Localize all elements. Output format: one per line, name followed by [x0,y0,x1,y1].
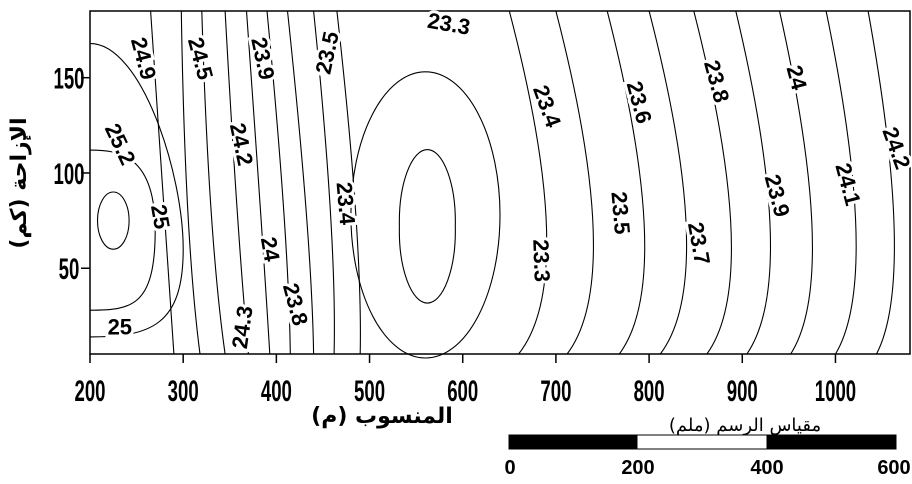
svg-text:23.6: 23.6 [622,78,657,126]
svg-text:24.2: 24.2 [877,124,912,173]
contour-label-22: 23.8 [275,277,316,331]
contour-line-0 [96,191,130,250]
contour-line-20 [778,10,813,355]
contour-label-7: 23.4 [525,79,569,135]
scale-bar-segment-1 [508,434,638,450]
svg-text:24.1: 24.1 [830,160,865,208]
svg-text:23.5: 23.5 [606,191,635,236]
x-axis: 200 300 400 500 600 700 800 900 1000 [74,354,856,408]
contour-label-2: 24.5 [180,32,221,86]
contour-line-19 [735,10,771,355]
contour-label-20: 25 [105,311,135,342]
contour-line-13 [350,71,501,359]
y-tick-label-50: 50 [59,253,80,287]
contour-label-11: 24.2 [874,121,912,176]
contour-line-7 [245,10,271,355]
contour-label-8: 23.6 [619,75,660,129]
svg-text:24.2: 24.2 [225,121,258,168]
contour-line-3 [150,10,175,355]
contour-label-15: 23.5 [603,188,638,239]
scale-bar-caption: مقياس الرسم (ملم) [669,415,821,436]
contour-line-4 [180,10,201,355]
contour-line-11 [336,10,361,355]
scale-bar-tick-400: 400 [750,457,783,479]
x-tick-label-400: 400 [261,375,292,409]
y-axis-title: الإزاحة (كم) [7,117,32,248]
scale-bar-tick-0: 0 [504,457,515,479]
contour-label-9: 23.8 [696,54,737,108]
contour-line-14 [508,10,548,355]
scale-bar: مقياس الرسم (ملم) 0 200 400 600 [504,415,910,479]
contour-line-10 [313,10,335,355]
svg-text:23.5: 23.5 [310,29,343,76]
contour-label-1: 24.9 [123,32,164,86]
contour-line-22 [867,10,895,355]
contour-line-17 [648,10,688,355]
scale-bar-tick-200: 200 [621,457,654,479]
contour-line-12 [398,149,456,304]
x-tick-label-700: 700 [540,375,571,409]
svg-text:24.9: 24.9 [126,35,161,83]
plot-frame [89,10,911,355]
contour-line-6 [224,10,249,355]
svg-text:24.5: 24.5 [183,35,218,83]
contour-lines [89,10,895,359]
svg-text:24: 24 [782,63,813,94]
x-tick-label-300: 300 [168,375,199,409]
contour-line-21 [825,10,857,355]
x-tick-label-200: 200 [74,375,105,409]
svg-text:23.3: 23.3 [426,8,473,40]
svg-text:25: 25 [146,202,175,230]
contour-label-10: 24 [779,60,816,97]
x-axis-title: المنسوب (م) [311,404,453,429]
contour-label-0: 23.3 [423,5,476,43]
svg-text:23.7: 23.7 [683,220,715,267]
svg-text:23.4: 23.4 [331,181,360,227]
contour-label-18: 25 [143,199,178,233]
contour-label-5: 25.2 [97,116,144,171]
svg-text:24: 24 [256,235,285,264]
x-tick-label-900: 900 [727,375,758,409]
contour-line-16 [606,10,646,355]
x-tick-label-500: 500 [354,375,385,409]
svg-text:23.3: 23.3 [528,239,554,283]
contour-line-9 [286,10,315,355]
contour-line-1 [89,149,156,311]
y-axis: 50 100 150 [53,62,90,286]
x-tick-label-1000: 1000 [815,375,856,409]
contour-label-16: 23.7 [680,217,718,270]
svg-text:23.8: 23.8 [278,280,313,328]
y-tick-label-100: 100 [53,158,84,192]
contour-line-18 [693,10,732,355]
contour-label-14: 23.4 [328,178,363,230]
x-tick-label-600: 600 [447,375,478,409]
contour-label-12: 23.9 [757,169,798,223]
contour-line-5 [201,10,226,355]
contour-label-6: 24.2 [222,118,261,171]
scale-bar-tick-600: 600 [877,457,910,479]
svg-text:23.4: 23.4 [528,82,566,132]
contour-label-4: 23.5 [307,26,346,79]
contour-line-8 [266,10,291,355]
contour-line-15 [555,10,594,355]
y-tick-label-150: 150 [53,62,84,96]
svg-text:25: 25 [108,314,132,339]
contour-label-17: 23.3 [525,236,557,286]
scale-bar-segment-3 [766,434,897,450]
contour-line-2 [89,42,184,338]
svg-text:25.2: 25.2 [100,119,141,168]
svg-text:23.8: 23.8 [699,57,734,105]
svg-text:24.3: 24.3 [227,304,258,350]
scale-bar-segment-2 [636,434,768,450]
contour-label-19: 24 [253,232,288,267]
svg-text:23.9: 23.9 [760,172,795,220]
x-tick-label-800: 800 [634,375,665,409]
contour-label-13: 24.1 [827,157,868,211]
contour-label-21: 24.3 [224,301,261,353]
